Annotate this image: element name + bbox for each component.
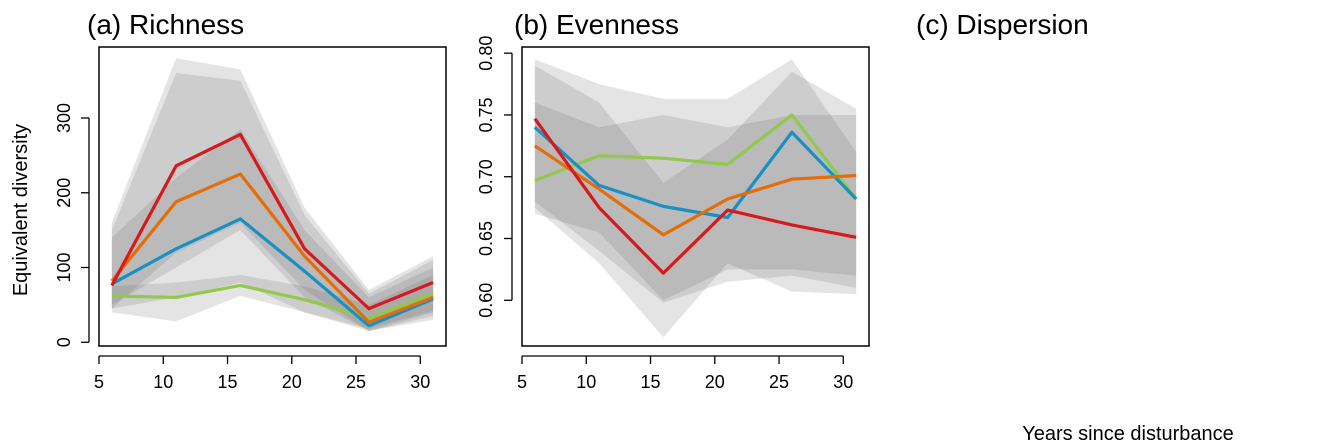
- richness-panel: (a) Richness 5 10 15 20 25 30 0 100 200 300: [54, 9, 447, 392]
- richness-x-tick-label: 20: [282, 372, 302, 392]
- richness-x-tick-label: 25: [346, 372, 366, 392]
- evenness-x-tick-label: 20: [705, 372, 725, 392]
- richness-y-tick-label: 300: [54, 103, 74, 133]
- richness-plot-frame: [98, 46, 447, 347]
- evenness-y-tick-label: 0.75: [476, 97, 496, 132]
- dispersion-title: (c) Dispersion: [916, 9, 1089, 40]
- evenness-series-2-line: [533, 126, 858, 220]
- richness-series-1-line: [111, 283, 434, 320]
- richness-x-tick-label: 10: [153, 372, 173, 392]
- richness-x-axis: 5 10 15 20 25 30: [94, 355, 430, 392]
- evenness-y-tick-label: 0.60: [476, 283, 496, 318]
- richness-title: (a) Richness: [87, 9, 244, 40]
- evenness-series-1-line: [534, 113, 858, 200]
- shared-x-axis-label: Years since disturbance: [1022, 423, 1234, 445]
- evenness-y-tick-label: 0.70: [476, 159, 496, 194]
- evenness-band-3: [534, 65, 857, 338]
- richness-band-1: [111, 274, 434, 329]
- evenness-x-tick-label: 15: [641, 372, 661, 392]
- evenness-x-axis: 5 10 15 20 25 30: [517, 355, 853, 392]
- evenness-x-tick-label: 10: [576, 372, 596, 392]
- evenness-confidence-bands: [534, 59, 857, 338]
- richness-series-4-line: [110, 132, 434, 311]
- richness-series-lines: [110, 132, 434, 328]
- richness-x-tick-label: 15: [218, 372, 238, 392]
- shared-y-axis-label: Equivalent diversity: [10, 124, 32, 296]
- evenness-y-tick-label: 0.80: [476, 36, 496, 71]
- evenness-panel: (b) Evenness 5 10 15 20 25 30 0.60 0.65 0.70 0.7…: [476, 9, 870, 392]
- evenness-y-axis: 0.60 0.65 0.70 0.75 0.80: [476, 36, 513, 318]
- evenness-plot-frame: [521, 46, 870, 347]
- evenness-y-tick-label: 0.65: [476, 221, 496, 256]
- evenness-band-2: [534, 59, 857, 303]
- evenness-series-4-line: [533, 117, 857, 275]
- richness-x-tick-label: 30: [410, 372, 430, 392]
- evenness-x-tick-label: 30: [833, 372, 853, 392]
- richness-band-2: [111, 129, 434, 332]
- richness-y-tick-label: 100: [54, 252, 74, 282]
- evenness-series-3-line: [533, 144, 857, 237]
- dispersion-panel: (c) Dispersion: [916, 9, 1089, 40]
- evenness-series-lines: [533, 113, 858, 275]
- richness-series-3-line: [110, 172, 434, 324]
- richness-y-tick-label: 0: [54, 337, 74, 347]
- evenness-x-tick-label: 25: [769, 372, 789, 392]
- richness-y-tick-label: 200: [54, 178, 74, 208]
- richness-band-3: [111, 73, 434, 332]
- evenness-title: (b) Evenness: [514, 9, 679, 40]
- richness-y-axis: 0 100 200 300: [54, 103, 90, 347]
- richness-x-tick-label: 5: [94, 372, 104, 392]
- richness-series-2-line: [111, 217, 434, 328]
- evenness-x-tick-label: 5: [517, 372, 527, 392]
